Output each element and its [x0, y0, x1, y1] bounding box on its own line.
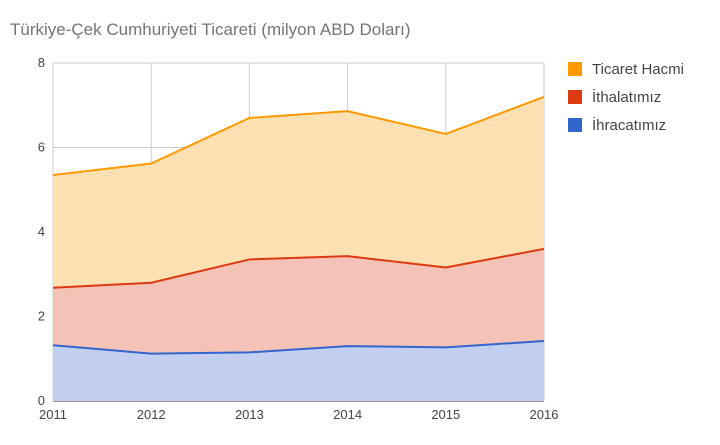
x-tick-label: 2015 [431, 407, 460, 422]
series-lines [52, 95, 545, 355]
area-İhracatımız [53, 341, 544, 401]
legend-swatch [568, 62, 582, 76]
chart-title: Türkiye-Çek Cumhuriyeti Ticareti (milyon… [10, 20, 411, 39]
x-tick-label: 2016 [530, 407, 559, 422]
x-tick-label: 2012 [137, 407, 166, 422]
x-tick-label: 2011 [39, 407, 67, 422]
y-tick-label: 6 [38, 140, 45, 155]
legend-swatch [568, 118, 582, 132]
x-tick-label: 2014 [333, 407, 362, 422]
series-areas [53, 96, 544, 402]
legend-item: İthalatımız [568, 83, 684, 111]
line-İthalatımız [52, 247, 545, 289]
y-tick-label: 2 [38, 309, 45, 324]
legend-label: Ticaret Hacmi [592, 60, 684, 78]
y-tick-label: 8 [38, 55, 45, 70]
legend-label: İthalatımız [592, 88, 662, 106]
y-axis-ticks: 0 2 4 6 8 [38, 55, 45, 408]
x-tick-label: 2013 [235, 407, 264, 422]
line-Ticaret Hacmi [52, 95, 545, 176]
legend-item: Ticaret Hacmi [568, 55, 684, 83]
legend: Ticaret Hacmi İthalatımız İhracatımız [568, 55, 684, 139]
line-İhracatımız [52, 340, 545, 355]
x-axis-ticks: 2011 2012 2013 2014 2015 2016 [39, 407, 558, 422]
legend-swatch [568, 90, 582, 104]
legend-label: İhracatımız [592, 116, 667, 134]
y-tick-label: 0 [38, 393, 45, 408]
legend-item: İhracatımız [568, 111, 684, 139]
y-tick-label: 4 [38, 224, 45, 239]
